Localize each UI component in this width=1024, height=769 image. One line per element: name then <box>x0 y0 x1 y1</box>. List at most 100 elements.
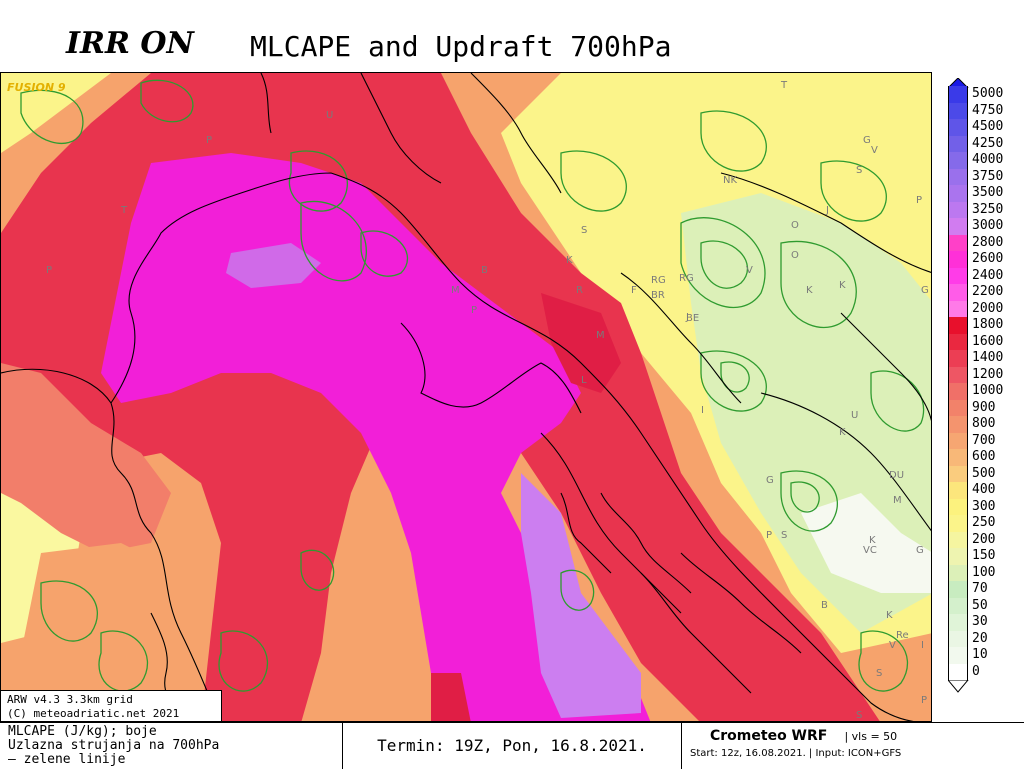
legend-label: 3500 <box>972 185 1004 200</box>
legend-label: 300 <box>972 498 996 514</box>
field-w-orange <box>1 363 171 553</box>
region-letter: BR <box>651 290 665 301</box>
region-letter: K <box>839 280 846 291</box>
legend-swatch <box>948 168 968 186</box>
legend-bar <box>948 86 968 681</box>
legend-swatch <box>948 234 968 252</box>
footer-line-updraft: Uzlazna strujanja na 700hPa <box>8 738 220 753</box>
model-version: ARW v4.3 3.3km grid <box>7 693 133 706</box>
legend-swatch <box>948 597 968 615</box>
region-letter: B <box>481 265 488 276</box>
region-letter: M <box>893 495 902 506</box>
vls-value: | vls = 50 <box>844 730 898 743</box>
legend-label: 150 <box>972 548 996 563</box>
legend-swatch <box>948 432 968 450</box>
footer: MLCAPE (J/kg); boje Uzlazna strujanja na… <box>0 722 1024 769</box>
legend-label: 2400 <box>972 267 1004 283</box>
legend-label: 200 <box>972 531 996 547</box>
legend-swatch <box>948 614 968 631</box>
region-letter: F <box>631 285 637 296</box>
legend-label: 2600 <box>972 251 1004 266</box>
legend-swatch <box>948 152 968 169</box>
legend-swatch <box>948 201 968 219</box>
legend-label: 2200 <box>972 284 1004 299</box>
region-letter: BE <box>686 313 699 324</box>
region-letter: U <box>851 410 858 421</box>
footer-line-green: — zelene linije <box>8 752 126 767</box>
legend-swatch <box>948 102 968 120</box>
legend-label: 0 <box>972 663 980 679</box>
region-letter: K <box>566 255 573 266</box>
map-title: MLCAPE and Updraft 700hPa <box>250 30 672 63</box>
region-letter: NK <box>723 175 737 186</box>
region-letter: B <box>821 600 828 611</box>
legend-swatch <box>948 399 968 417</box>
field-magenta-core <box>101 153 651 721</box>
updraft-contours <box>20 79 925 692</box>
field-violet-core <box>226 243 321 288</box>
region-letter: P <box>766 530 772 541</box>
region-letter: U <box>326 110 333 121</box>
legend-swatch <box>948 350 968 367</box>
legend-label: 1400 <box>972 350 1004 365</box>
fusion-watermark: FUSION 9 <box>7 81 66 94</box>
legend-swatch <box>948 564 968 582</box>
legend-label: 400 <box>972 482 996 497</box>
region-letter: I <box>701 405 704 416</box>
legend-swatch <box>948 630 968 648</box>
region-letter: P <box>471 305 477 316</box>
model-credits: Crometeo WRF | vls = 50 Start: 12z, 16.0… <box>690 725 1020 759</box>
field-w-yellow <box>1 73 111 153</box>
legend-swatch <box>948 548 968 565</box>
region-letter: G <box>863 135 871 146</box>
colorbar-legend: 5000 4750 4500 4250 4000 3750 3500 3250 3000 2800… <box>946 78 1024 696</box>
legend-swatch <box>948 449 968 466</box>
region-letter: T <box>780 80 788 91</box>
legend-swatch <box>948 284 968 301</box>
legend-label: 100 <box>972 564 996 580</box>
legend-swatch <box>948 647 968 664</box>
legend-swatch <box>948 482 968 499</box>
legend-swatch <box>948 416 968 433</box>
legend-label: 1000 <box>972 383 1004 398</box>
legend-swatch <box>948 383 968 400</box>
region-letter: V <box>889 640 896 651</box>
region-letter: VC <box>863 545 877 556</box>
legend-label: 4500 <box>972 119 1004 134</box>
crometeo-title: Crometeo WRF <box>710 728 828 744</box>
region-letter: RG <box>651 275 666 286</box>
header: IRR ON MLCAPE and Updraft 700hPa <box>0 0 1024 72</box>
region-letter: DU <box>889 470 904 481</box>
legend-swatch <box>948 663 968 681</box>
region-letter: K <box>869 535 876 546</box>
weather-map[interactable]: P U T P B M P R S K F BR RG J V K O J K V T G NK S P G I U K G S DU M K VC… <box>0 72 932 722</box>
legend-swatch <box>948 333 968 351</box>
region-letter: K <box>886 610 893 621</box>
legend-swatch <box>948 581 968 598</box>
forecast-time: Termin: 19Z, Pon, 16.8.2021. <box>342 723 682 769</box>
region-letter: S <box>781 530 787 541</box>
footer-legend-text: MLCAPE (J/kg); boje Uzlazna strujanja na… <box>8 725 219 767</box>
region-letter: Re <box>896 630 909 641</box>
legend-label: 500 <box>972 465 996 481</box>
field-sw-orange <box>21 543 201 721</box>
coastlines <box>1 73 931 721</box>
region-letter: M <box>451 285 460 296</box>
legend-label: 700 <box>972 432 996 448</box>
region-letter: T <box>120 205 128 216</box>
region-letter: V <box>871 145 878 156</box>
region-letter: O <box>791 250 799 261</box>
legend-bottom-arrow <box>948 680 969 693</box>
copyright: (C) meteoadriatic.net 2021 <box>7 707 180 720</box>
legend-label: 70 <box>972 581 988 596</box>
legend-swatch <box>948 267 968 285</box>
region-letter: P <box>206 135 212 146</box>
footer-line-mlcape: MLCAPE (J/kg); boje <box>8 724 157 739</box>
region-letter: K <box>839 427 846 438</box>
legend-swatch <box>948 218 968 235</box>
legend-label: 50 <box>972 597 988 613</box>
legend-swatch <box>948 185 968 202</box>
legend-label: 4000 <box>972 152 1004 167</box>
